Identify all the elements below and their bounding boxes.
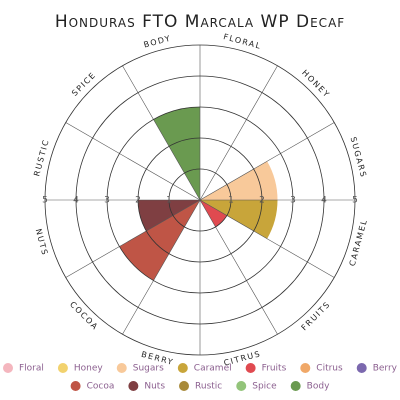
category-label: Spice [70,70,98,98]
category-label: Body [143,34,173,50]
category-label: Cocoa [68,300,100,332]
legend-swatch [179,381,190,391]
legend-swatch [177,363,188,373]
legend-item: Caramel [177,363,232,374]
legend-label: Honey [74,364,104,374]
legend-item: Nuts [128,381,165,392]
r-tick-label: 1 [228,196,234,206]
legend-item: Cocoa [70,381,115,392]
r-tick-label: 4 [321,196,327,206]
spoke [65,199,201,278]
wedge [119,200,200,281]
r-tick-label: 5 [352,196,358,206]
legend-item: Citrus [300,363,343,374]
r-tick-label: 1 [166,196,172,206]
legend-label: Floral [19,364,44,374]
category-label: Rustic [32,138,51,177]
wedge [200,200,278,239]
legend-swatch [128,381,139,391]
spoke [122,65,201,201]
r-tick-label: 3 [290,196,296,206]
legend-swatch [116,363,127,373]
spoke [199,122,335,201]
wedge [153,107,200,200]
legend-item: Sugars [116,363,164,374]
r-tick-label: 2 [259,196,265,206]
spoke [122,199,201,335]
category-label: Floral [222,32,262,51]
grid-ring [168,168,232,232]
category-label: Sugars [349,136,369,179]
legend-label: Berry [373,364,398,374]
legend-swatch [356,363,367,373]
wedge [200,200,227,227]
legend-swatch [300,363,311,373]
legend-swatch [236,381,247,391]
legend-label: Nuts [144,382,165,392]
grid-ring [75,75,325,325]
r-tick-label: 5 [42,196,48,206]
grid-ring [106,106,294,294]
category-label: Fruits [300,300,333,333]
grid-ring [137,137,263,263]
chart-title: Honduras FTO Marcala WP Decaf [55,12,345,32]
legend-swatch [57,363,68,373]
legend-label: Fruits [262,364,287,374]
legend-item: Floral [3,363,44,374]
spoke [199,199,278,335]
legend-item: Body [290,381,330,392]
wedge [138,200,200,231]
legend-swatch [70,381,81,391]
legend-label: Rustic [195,382,222,392]
category-label: Nuts [34,228,50,257]
legend-label: Citrus [316,364,343,374]
legend-label: Caramel [194,364,232,374]
spoke [65,122,201,201]
legend-label: Spice [252,382,277,392]
spoke [199,65,278,201]
r-tick-label: 4 [73,196,79,206]
legend-swatch [245,363,256,373]
r-tick-label: 3 [104,196,110,206]
r-tick-label: 2 [135,196,141,206]
spoke [199,199,335,278]
legend-label: Sugars [133,364,164,374]
legend-item: Honey [57,363,104,374]
legend-label: Cocoa [87,382,115,392]
wedge [200,161,278,200]
legend-item: Fruits [245,363,287,374]
legend-item: Spice [236,381,277,392]
legend-swatch [290,381,301,391]
legend-item: Rustic [179,381,222,392]
legend-label: Body [307,382,330,392]
legend-item: Berry [356,363,398,374]
grid-ring [44,44,356,356]
category-label: Honey [300,68,332,100]
legend-swatch [3,363,14,373]
category-label: Caramel [348,218,369,267]
